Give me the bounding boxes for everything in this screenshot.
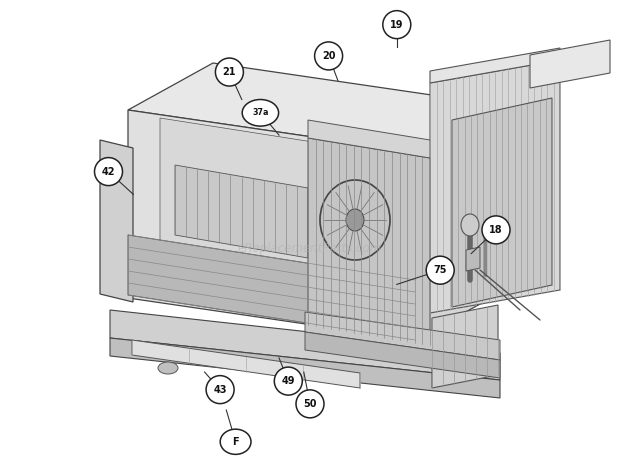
Circle shape	[94, 157, 123, 186]
Polygon shape	[100, 140, 133, 302]
Ellipse shape	[320, 180, 390, 260]
Text: 42: 42	[102, 166, 115, 177]
Polygon shape	[132, 340, 360, 388]
Circle shape	[274, 367, 303, 395]
Ellipse shape	[346, 209, 364, 231]
Text: eReplacementParts.com: eReplacementParts.com	[238, 241, 382, 255]
Polygon shape	[128, 235, 415, 340]
Circle shape	[206, 375, 234, 404]
Polygon shape	[432, 305, 498, 388]
Polygon shape	[128, 63, 500, 152]
Circle shape	[426, 256, 454, 284]
Polygon shape	[430, 60, 560, 313]
Circle shape	[296, 390, 324, 418]
Polygon shape	[308, 138, 430, 345]
Polygon shape	[305, 332, 500, 378]
Polygon shape	[430, 48, 560, 83]
Circle shape	[314, 42, 343, 70]
Polygon shape	[175, 165, 308, 258]
Circle shape	[383, 10, 411, 39]
Text: 21: 21	[223, 67, 236, 77]
Circle shape	[215, 58, 244, 86]
Polygon shape	[452, 98, 552, 307]
Text: 20: 20	[322, 51, 335, 61]
Text: 18: 18	[489, 225, 503, 235]
Polygon shape	[305, 312, 500, 360]
Polygon shape	[308, 120, 430, 158]
Polygon shape	[415, 105, 500, 340]
Polygon shape	[110, 310, 500, 380]
Text: 43: 43	[213, 384, 227, 395]
Polygon shape	[128, 110, 415, 340]
Polygon shape	[530, 40, 610, 88]
Text: F: F	[232, 437, 239, 447]
Text: 19: 19	[390, 19, 404, 30]
Ellipse shape	[461, 214, 479, 236]
Ellipse shape	[158, 362, 178, 374]
Text: 75: 75	[433, 265, 447, 275]
Polygon shape	[370, 200, 410, 255]
Polygon shape	[466, 247, 480, 271]
Text: 50: 50	[303, 399, 317, 409]
Circle shape	[482, 216, 510, 244]
Text: 49: 49	[281, 376, 295, 386]
Polygon shape	[110, 338, 500, 398]
Ellipse shape	[242, 100, 278, 126]
Text: 37a: 37a	[252, 109, 268, 117]
Ellipse shape	[220, 429, 251, 455]
Polygon shape	[160, 118, 415, 320]
